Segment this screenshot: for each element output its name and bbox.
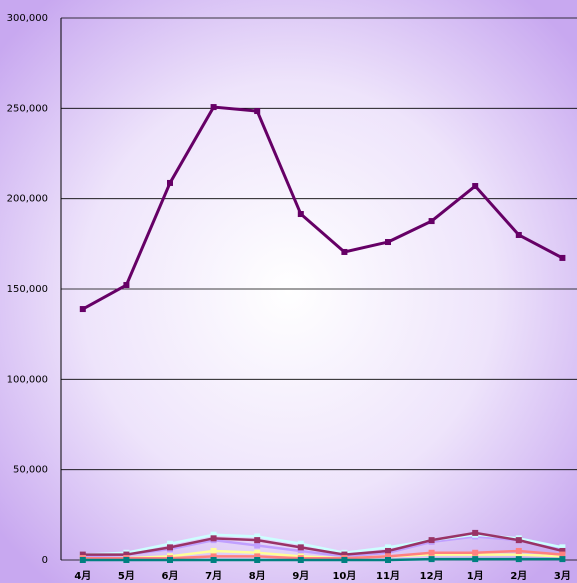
point-marker [428, 537, 435, 544]
y-tick-label: 0 [42, 555, 48, 566]
x-tick-label: 7月 [205, 570, 222, 582]
point-marker [254, 542, 261, 549]
point-marker [428, 556, 435, 563]
point-marker [559, 556, 566, 563]
point-marker [210, 104, 217, 111]
point-marker [167, 557, 173, 563]
x-tick-label: 2月 [510, 570, 527, 582]
point-marker [428, 549, 435, 556]
series-line [82, 535, 563, 558]
point-marker [167, 540, 173, 547]
x-tick-label: 9月 [292, 570, 309, 582]
x-tick-label: 11月 [376, 570, 400, 582]
point-marker [472, 549, 479, 556]
point-marker [385, 544, 391, 551]
y-tick-label: 50,000 [13, 465, 48, 476]
point-marker [254, 537, 261, 544]
point-marker [254, 108, 261, 115]
point-marker [210, 547, 217, 554]
point-marker [559, 544, 566, 551]
point-marker [210, 557, 217, 563]
point-marker [385, 557, 391, 563]
point-marker [472, 183, 479, 190]
point-marker [123, 557, 130, 563]
y-tick-label: 200,000 [7, 194, 48, 205]
x-tick-label: 12月 [420, 570, 444, 582]
point-marker [254, 533, 261, 540]
point-marker [210, 535, 217, 542]
point-marker [515, 231, 522, 238]
point-marker [472, 529, 479, 536]
point-marker [428, 218, 435, 225]
point-marker [472, 556, 479, 563]
point-marker [385, 547, 391, 554]
x-tick-label: 10月 [332, 570, 356, 582]
series-line [82, 557, 563, 562]
x-tick-label: 1月 [467, 570, 484, 582]
x-tick-label: 4月 [74, 570, 91, 582]
point-marker [341, 557, 348, 563]
point-marker [559, 551, 566, 558]
point-marker [254, 553, 261, 560]
point-marker [559, 547, 566, 554]
point-marker [123, 282, 130, 289]
point-marker [297, 540, 304, 547]
point-marker [515, 551, 522, 558]
point-marker [79, 306, 86, 313]
point-marker [515, 537, 522, 544]
point-marker [210, 553, 217, 560]
point-marker [385, 553, 391, 560]
x-tick-label: 3月 [554, 570, 571, 582]
point-marker [79, 551, 86, 558]
point-marker [254, 557, 261, 563]
x-tick-label: 8月 [249, 570, 266, 582]
point-marker [341, 551, 348, 558]
point-marker [515, 547, 522, 554]
point-marker [385, 239, 391, 246]
point-marker [210, 531, 217, 538]
x-tick-label: 6月 [162, 570, 179, 582]
point-marker [341, 248, 348, 255]
series-line [82, 549, 563, 560]
series-line [82, 105, 564, 311]
point-marker [515, 556, 522, 563]
point-marker [559, 254, 566, 261]
y-tick-label: 250,000 [7, 103, 48, 114]
point-marker [297, 544, 304, 551]
point-marker [297, 547, 304, 554]
y-tick-label: 100,000 [7, 374, 48, 385]
point-marker [79, 557, 86, 563]
y-tick-label: 300,000 [7, 13, 48, 24]
point-marker [297, 557, 304, 563]
point-marker [123, 551, 130, 558]
point-marker [167, 179, 173, 186]
series-line [82, 531, 563, 556]
y-tick-label: 150,000 [7, 284, 48, 295]
x-tick-label: 5月 [118, 570, 135, 582]
point-marker [254, 549, 261, 556]
point-marker [297, 211, 304, 218]
point-marker [167, 544, 173, 551]
